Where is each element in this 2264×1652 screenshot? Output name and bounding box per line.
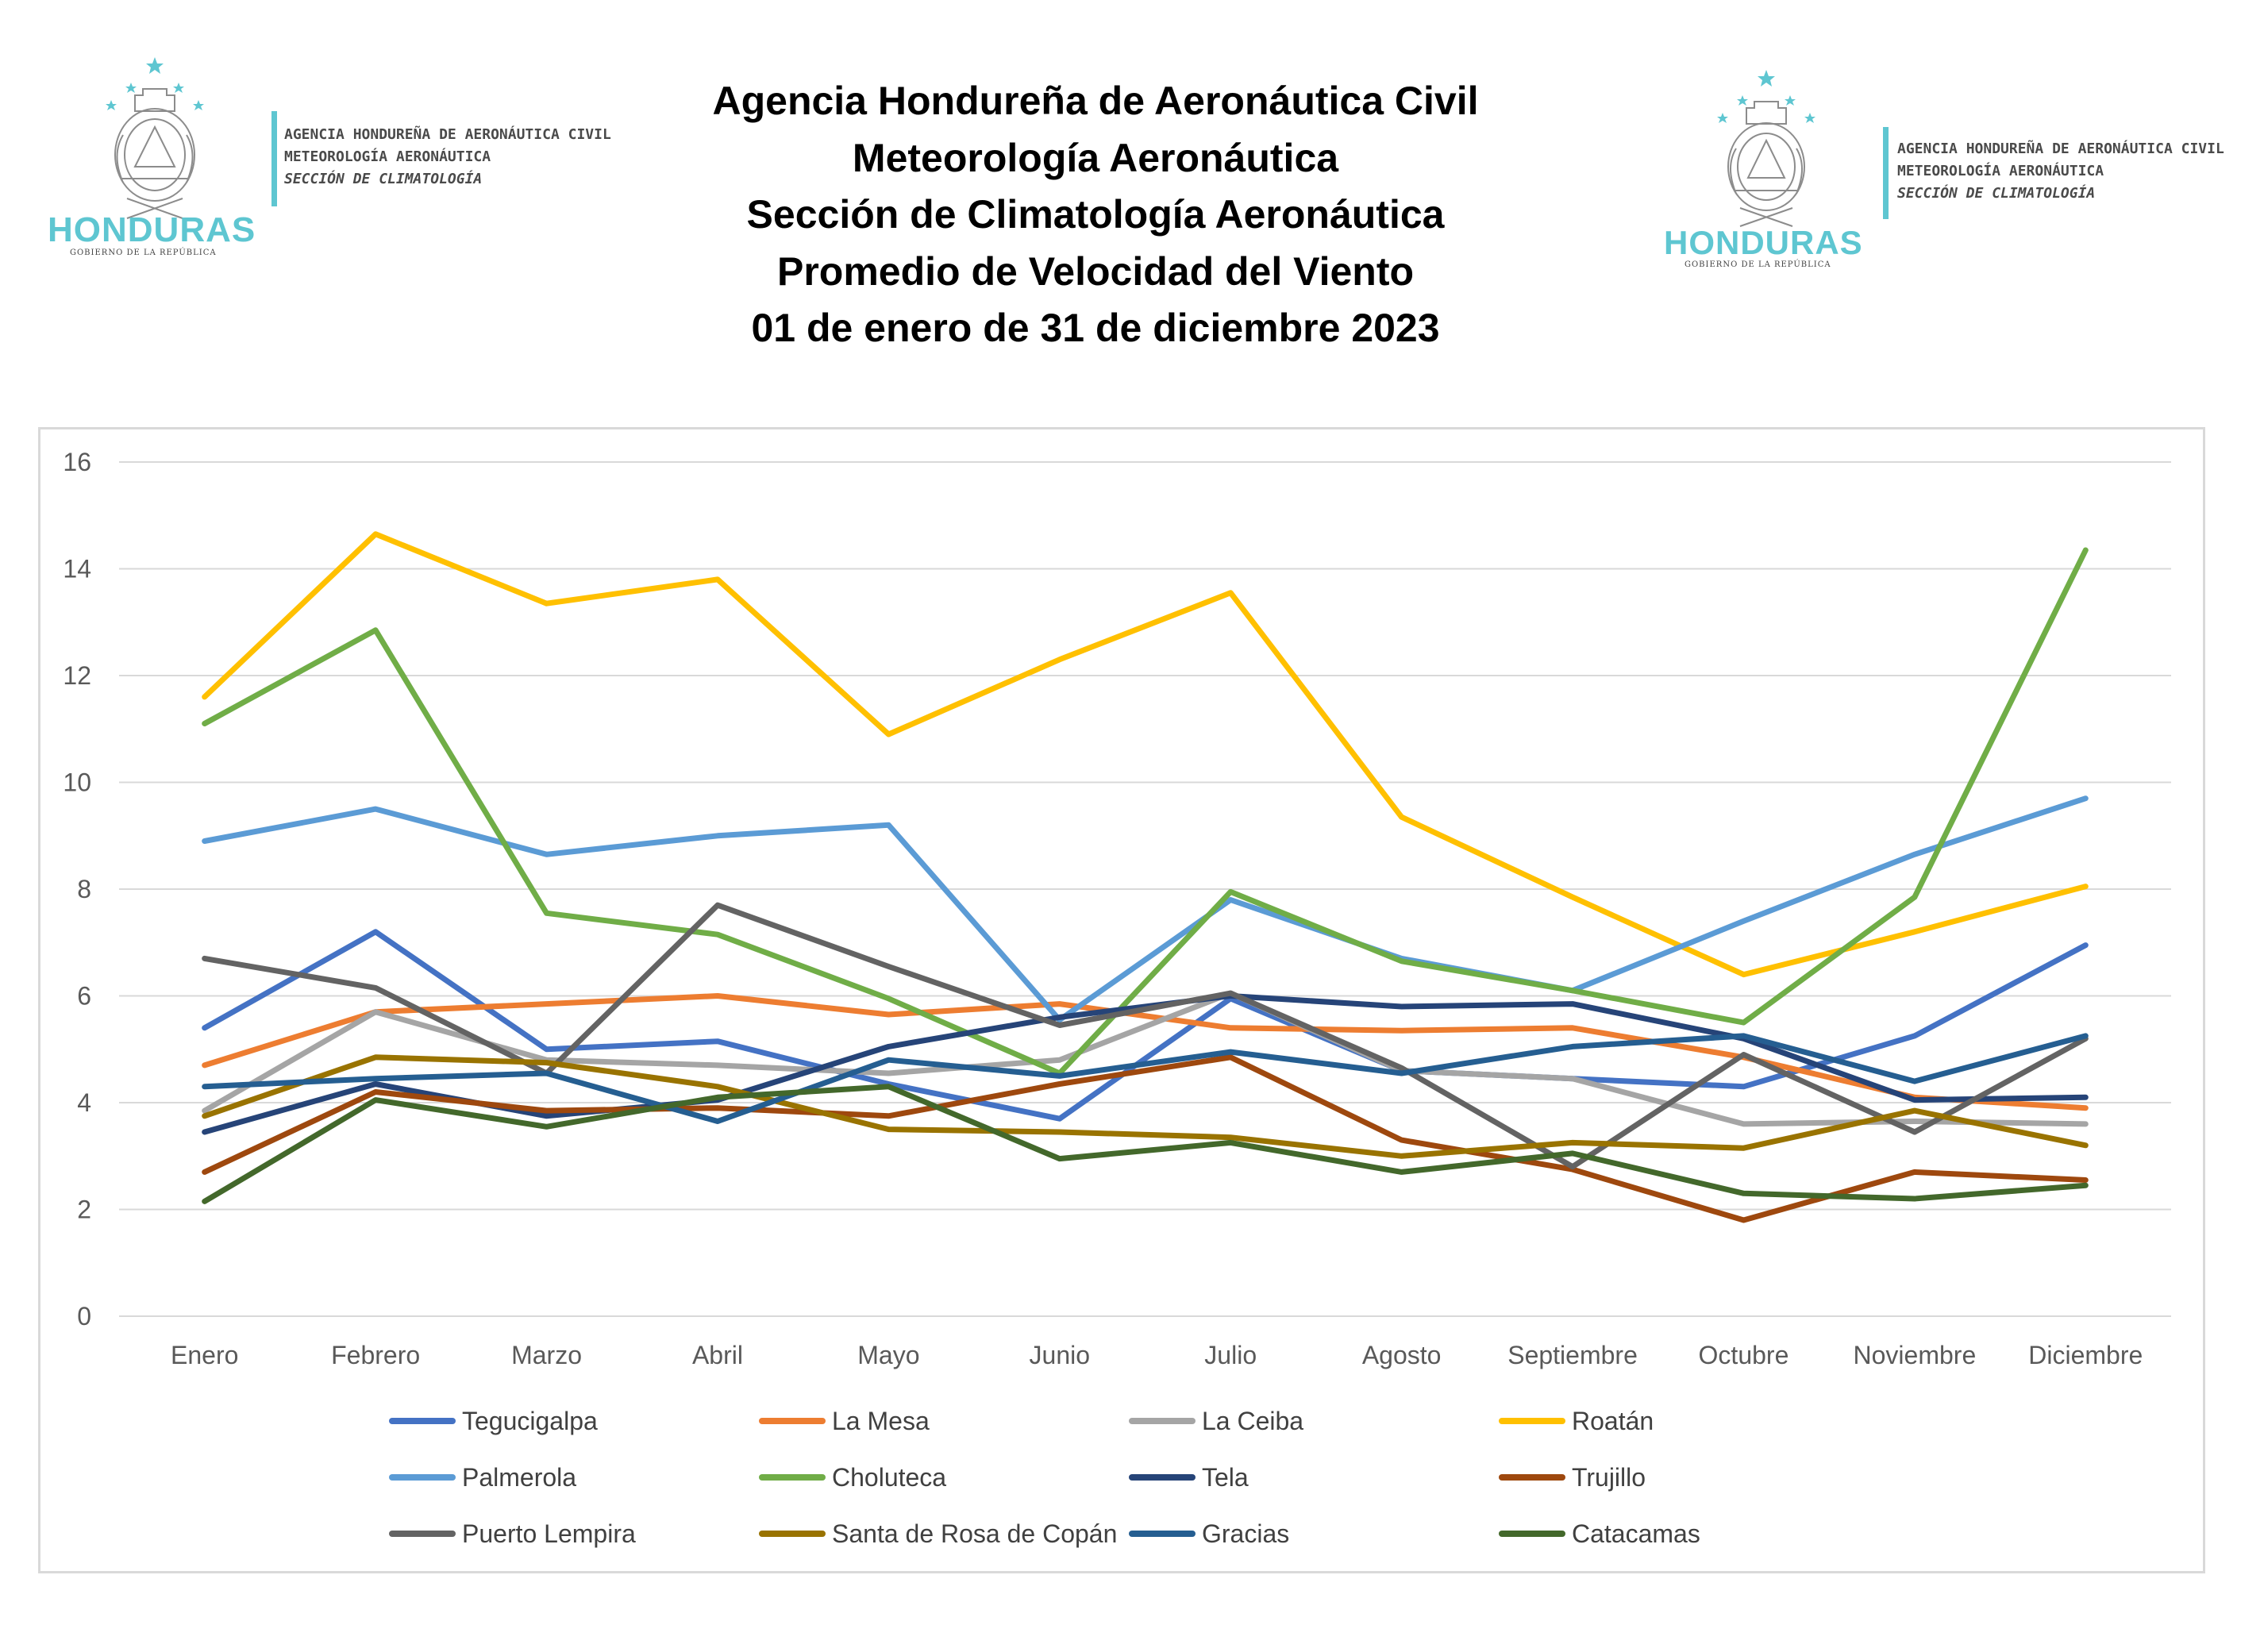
legend-swatch (389, 1531, 456, 1537)
y-tick-label: 14 (63, 555, 91, 583)
agency-line-1: AGENCIA HONDUREÑA DE AERONÁUTICA CIVIL (284, 126, 611, 143)
series-line (202, 1054, 2089, 1223)
legend-item: Gracias (1129, 1518, 1289, 1550)
x-tick-label: Marzo (511, 1341, 582, 1369)
series-line (202, 1033, 2089, 1124)
chart-legend: Tegucigalpa La Mesa La Ceiba Roatán Palmerol… (389, 1397, 2056, 1572)
y-tick-label: 6 (77, 982, 91, 1011)
legend-swatch (1129, 1531, 1196, 1537)
y-tick-label: 8 (77, 875, 91, 903)
series-line (202, 993, 2089, 1111)
logo-divider (1883, 127, 1889, 219)
agency-text: AGENCIA HONDUREÑA DE AERONÁUTICA CIVIL M… (284, 124, 611, 191)
legend-label: La Ceiba (1202, 1406, 1304, 1435)
series-line (202, 795, 2089, 1023)
x-tick-label: Enero (171, 1341, 238, 1369)
y-tick-label: 12 (63, 661, 91, 690)
series-line (202, 547, 2089, 1076)
logo-divider (271, 111, 277, 206)
series-line (202, 902, 2089, 1170)
x-tick-label: Julio (1204, 1341, 1257, 1369)
logo-left: HONDURAS GOBIERNO DE LA REPÚBLICA AGENCI… (48, 48, 683, 278)
legend-label: Trujillo (1572, 1462, 1646, 1492)
legend-swatch (1499, 1418, 1565, 1424)
series-line (202, 990, 2089, 1127)
legend-swatch (759, 1531, 826, 1537)
legend-label: Santa de Rosa de Copán (832, 1519, 1118, 1548)
legend-item: Santa de Rosa de Copán (759, 1518, 1117, 1550)
agency-line-2: METEOROLOGÍA AERONÁUTICA (1897, 163, 2104, 179)
y-tick-label: 0 (77, 1302, 91, 1330)
title-line-3: Sección de Climatología Aeronáutica (746, 192, 1445, 237)
legend-swatch (389, 1474, 456, 1481)
x-tick-label: Agosto (1362, 1341, 1442, 1369)
legend-swatch (759, 1418, 826, 1424)
legend-item: Tela (1129, 1461, 1249, 1493)
legend-label: Catacamas (1572, 1519, 1700, 1548)
series-line (202, 929, 2089, 1122)
y-tick-label: 10 (63, 768, 91, 797)
legend-item: Trujillo (1499, 1461, 1646, 1493)
logo-subtitle: GOBIERNO DE LA REPÚBLICA (70, 248, 217, 257)
logo-right: HONDURAS GOBIERNO DE LA REPÚBLICA AGENCI… (1659, 65, 2262, 295)
chart-frame (38, 427, 2205, 1573)
legend-item: Palmerola (389, 1461, 576, 1493)
x-tick-label: Octubre (1699, 1341, 1789, 1369)
coat-of-arms-icon (106, 57, 204, 219)
series-line (202, 1084, 2089, 1204)
legend-swatch (389, 1418, 456, 1424)
legend-swatch (759, 1474, 826, 1481)
agency-line-3: SECCIÓN DE CLIMATOLOGÍA (1897, 185, 2096, 202)
coat-of-arms-icon (1717, 70, 1815, 227)
x-tick-label: Febrero (331, 1341, 420, 1369)
agency-line-1: AGENCIA HONDUREÑA DE AERONÁUTICA CIVIL (1897, 141, 2224, 157)
legend-label: La Mesa (832, 1406, 930, 1435)
x-tick-label: Septiembre (1507, 1341, 1638, 1369)
x-tick-label: Noviembre (1854, 1341, 1977, 1369)
series-line (202, 531, 2089, 978)
title-line-2: Meteorología Aeronáutica (852, 135, 1339, 180)
legend-label: Palmerola (462, 1462, 577, 1492)
legend-item: La Mesa (759, 1405, 930, 1437)
legend-label: Tegucigalpa (462, 1406, 598, 1435)
legend-swatch (1499, 1531, 1565, 1537)
x-tick-label: Abril (692, 1341, 743, 1369)
legend-item: Roatán (1499, 1405, 1654, 1437)
legend-label: Tela (1202, 1462, 1249, 1492)
logo-subtitle: GOBIERNO DE LA REPÚBLICA (1685, 260, 1831, 269)
legend-swatch (1129, 1418, 1196, 1424)
x-tick-label: Mayo (857, 1341, 919, 1369)
legend-label: Gracias (1202, 1519, 1290, 1548)
legend-item: Choluteca (759, 1461, 946, 1493)
legend-label: Roatán (1572, 1406, 1654, 1435)
legend-item: La Ceiba (1129, 1405, 1303, 1437)
y-tick-label: 16 (63, 448, 91, 476)
honduras-wordmark: HONDURAS (48, 210, 256, 249)
x-tick-label: Diciembre (2028, 1341, 2143, 1369)
agency-line-3: SECCIÓN DE CLIMATOLOGÍA (284, 171, 483, 187)
legend-label: Choluteca (832, 1462, 947, 1492)
y-tick-label: 4 (77, 1088, 91, 1117)
x-tick-label: Junio (1030, 1341, 1091, 1369)
legend-swatch (1129, 1474, 1196, 1481)
legend-item: Puerto Lempira (389, 1518, 636, 1550)
agency-line-2: METEOROLOGÍA AERONÁUTICA (284, 148, 491, 165)
page-title: Agencia Hondureña de Aeronáutica Civil M… (587, 73, 1604, 357)
title-line-4: Promedio de Velocidad del Viento (776, 248, 1415, 294)
honduras-wordmark: HONDURAS (1664, 224, 1863, 261)
series-line (202, 1054, 2089, 1159)
y-tick-label: 2 (77, 1196, 91, 1224)
legend-swatch (1499, 1474, 1565, 1481)
legend-item: Catacamas (1499, 1518, 1700, 1550)
title-line-1: Agencia Hondureña de Aeronáutica Civil (712, 79, 1479, 123)
legend-label: Puerto Lempira (462, 1519, 636, 1548)
agency-text: AGENCIA HONDUREÑA DE AERONÁUTICA CIVIL M… (1897, 138, 2224, 205)
title-line-5: 01 de enero de 31 de diciembre 2023 (751, 306, 1440, 350)
legend-item: Tegucigalpa (389, 1405, 598, 1437)
